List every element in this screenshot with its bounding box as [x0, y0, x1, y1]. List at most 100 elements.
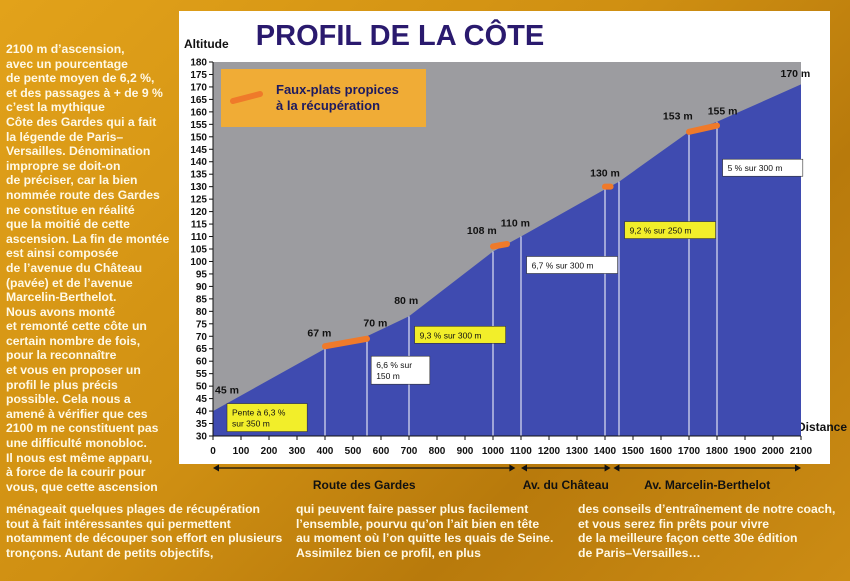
- y-tick-label: 115: [191, 220, 208, 231]
- intro-text: 2100 m d’ascension, avec un pourcentage …: [6, 42, 176, 494]
- x-tick-label: 1700: [678, 446, 701, 457]
- x-tick-label: 400: [317, 446, 334, 457]
- altitude-label: 108 m: [467, 225, 497, 237]
- x-tick-label: 1100: [510, 446, 532, 457]
- y-tick-label: 160: [190, 107, 207, 118]
- segment-arrowhead-right: [509, 464, 516, 472]
- segment-label: Av. du Château: [523, 478, 609, 492]
- y-tick-label: 140: [190, 157, 207, 168]
- x-tick-label: 1400: [594, 446, 617, 457]
- elevation-area: [213, 84, 801, 437]
- gradient-box: [624, 221, 716, 239]
- legend-text-line: Faux-plats propices: [276, 82, 399, 97]
- y-tick-label: 105: [190, 245, 207, 256]
- gradient-box: [526, 256, 618, 274]
- altitude-label: 45 m: [215, 385, 239, 397]
- bottom-text-middle: qui peuvent faire passer plus facilement…: [296, 502, 554, 560]
- y-tick-label: 150: [190, 132, 207, 143]
- y-tick-label: 120: [190, 207, 207, 218]
- y-tick-label: 125: [190, 195, 207, 206]
- x-tick-label: 700: [401, 446, 418, 457]
- flat-section: [322, 335, 370, 350]
- y-tick-label: 135: [190, 170, 207, 181]
- y-tick-label: 60: [196, 357, 208, 368]
- y-tick-label: 30: [196, 432, 208, 443]
- y-tick-label: 55: [196, 369, 208, 380]
- gradient-label: 9,2 % sur 250 m: [630, 226, 692, 236]
- x-tick-label: 2000: [762, 446, 785, 457]
- y-tick-label: 100: [190, 257, 207, 268]
- y-axis-label: Altitude: [184, 37, 229, 51]
- altitude-label: 67 m: [307, 327, 331, 339]
- gradient-label: Pente à 6,3 %: [232, 408, 286, 418]
- x-tick-label: 200: [261, 446, 278, 457]
- gradient-label: 6,7 % sur 300 m: [532, 260, 594, 270]
- y-tick-label: 80: [196, 307, 208, 318]
- x-tick-label: 300: [289, 446, 306, 457]
- segment-label: Av. Marcelin-Berthelot: [644, 478, 770, 492]
- y-tick-label: 165: [190, 95, 207, 106]
- gradient-label: 5 % sur 300 m: [728, 163, 783, 173]
- legend: Faux-plats propices à la récupération: [221, 69, 426, 127]
- y-tick-label: 170: [190, 82, 207, 93]
- legend-text: Faux-plats propices à la récupération: [276, 82, 399, 113]
- x-tick-label: 1600: [650, 446, 673, 457]
- y-tick-label: 35: [196, 419, 208, 430]
- y-tick-label: 180: [190, 58, 207, 69]
- gradient-label: 150 m: [376, 371, 400, 381]
- x-axis-label: Distance: [797, 420, 847, 434]
- x-tick-label: 1200: [538, 446, 561, 457]
- x-tick-label: 0: [210, 446, 216, 457]
- gradient-box: [722, 158, 804, 177]
- flat-section: [686, 122, 720, 135]
- y-tick-label: 45: [196, 394, 208, 405]
- x-tick-label: 600: [373, 446, 390, 457]
- y-tick-label: 65: [196, 344, 208, 355]
- x-tick-label: 500: [345, 446, 362, 457]
- bottom-text-left: ménageait quelques plages de récupératio…: [6, 502, 283, 560]
- chart-title: PROFIL DE LA CÔTE: [256, 18, 544, 52]
- legend-text-line: à la récupération: [276, 98, 380, 113]
- flat-section: [490, 241, 510, 250]
- x-tick-label: 1000: [482, 446, 505, 457]
- y-tick-label: 145: [190, 145, 207, 156]
- x-tick-label: 100: [233, 446, 250, 457]
- x-tick-label: 1900: [734, 446, 757, 457]
- y-tick-label: 90: [196, 282, 208, 293]
- altitude-label: 155 m: [708, 105, 738, 117]
- bottom-text-right: des conseils d’entraînement de notre coa…: [578, 502, 836, 560]
- segment-arrowhead-right: [604, 464, 611, 472]
- y-tick-label: 130: [190, 182, 207, 193]
- segment-arrowhead-left: [213, 464, 219, 472]
- y-tick-label: 40: [196, 407, 208, 418]
- gradient-box: [414, 325, 506, 344]
- y-tick-label: 85: [196, 294, 208, 305]
- gradient-box: [370, 355, 431, 385]
- gradient-label: 9,3 % sur 300 m: [420, 330, 482, 340]
- gradient-label: 6,6 % sur: [376, 360, 412, 370]
- x-tick-label: 800: [429, 446, 446, 457]
- segment-label: Route des Gardes: [313, 478, 416, 492]
- segment-arrowhead-right: [795, 464, 801, 472]
- altitude-label: 70 m: [363, 317, 387, 329]
- y-tick-label: 50: [196, 382, 208, 393]
- segment-arrowhead-left: [613, 464, 620, 472]
- legend-flat-swatch: [230, 91, 263, 104]
- gradient-label: sur 350 m: [232, 419, 270, 429]
- x-tick-label: 900: [457, 446, 474, 457]
- x-tick-label: 2100: [790, 446, 813, 457]
- y-tick-label: 175: [190, 70, 207, 81]
- gradient-box: [226, 403, 308, 432]
- altitude-label: 130 m: [590, 168, 620, 180]
- y-tick-label: 155: [190, 120, 207, 131]
- x-tick-label: 1300: [566, 446, 589, 457]
- altitude-label: 153 m: [663, 110, 693, 122]
- segment-arrowhead-left: [521, 464, 527, 472]
- altitude-label: 80 m: [394, 295, 418, 307]
- y-tick-label: 110: [191, 232, 208, 243]
- x-tick-label: 1800: [706, 446, 729, 457]
- y-tick-label: 95: [196, 269, 208, 280]
- x-tick-label: 1500: [622, 446, 645, 457]
- altitude-label: 110 m: [501, 218, 530, 230]
